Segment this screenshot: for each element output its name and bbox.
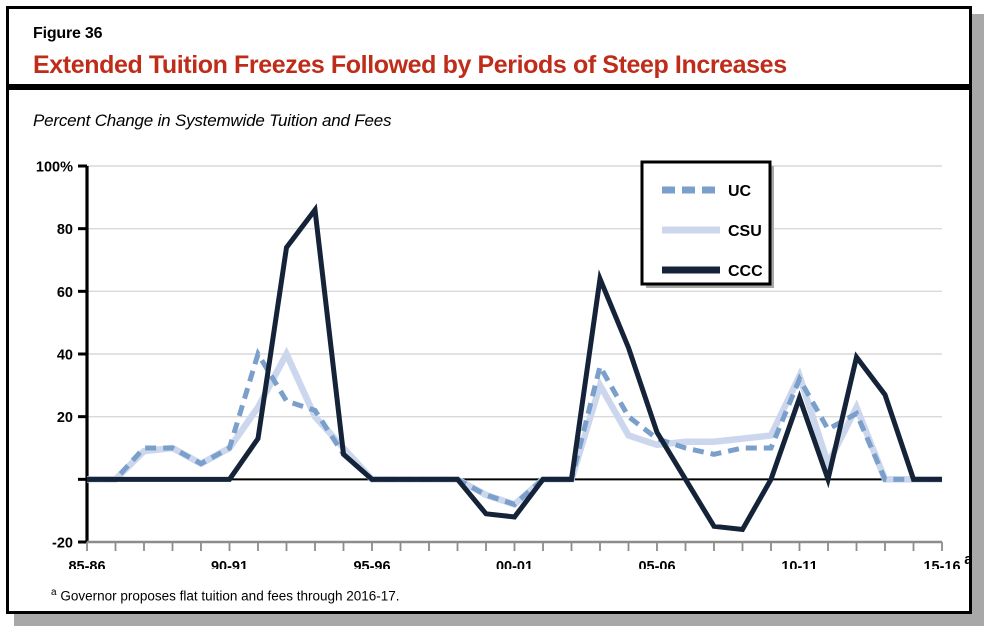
chart-series-layer [87,203,942,533]
figure-frame: Figure 36 Extended Tuition Freezes Follo… [6,6,972,614]
legend-label-csu: CSU [728,223,762,240]
series-line-ccc [87,203,942,533]
x-axis-tick-label: 10-11 [781,559,817,569]
y-axis-tick-label: 20 [57,410,73,426]
chart-gridlines [87,165,942,418]
series-line-csu [87,346,942,509]
legend-label-uc: UC [728,183,752,200]
footnote-marker: a [51,587,57,598]
figure-title: Extended Tuition Freezes Followed by Per… [33,51,787,79]
footnote-text: Governor proposes flat tuition and fees … [60,588,400,604]
figure-subtitle: Percent Change in Systemwide Tuition and… [33,111,392,130]
y-axis-tick-label: 40 [57,348,73,364]
line-chart: -20 20 40 60 80 100% 85-86 90-91 95-96 00-01 05-0… [36,160,969,570]
legend-label-ccc: CCC [728,263,763,280]
x-axis-tick-label: 05-06 [638,559,675,569]
x-axis-tick-label: 85-86 [68,559,105,569]
chart-plot-area: -20 20 40 60 80 100% 85-86 90-91 95-96 00-01 05-0… [9,139,969,570]
x-axis-tick-superscript: a [964,552,969,568]
series-line-uc [87,347,942,508]
y-axis-tick-label: 60 [57,285,73,301]
x-axis-tick-label: 95-96 [353,559,390,569]
x-axis-tick-label: 00-01 [496,559,533,569]
chart-y-axis: -20 20 40 60 80 100% [36,160,89,552]
x-axis-tick-label: 90-91 [211,559,248,569]
y-axis-tick-label: 80 [57,222,73,238]
chart-x-axis: 85-86 90-91 95-96 00-01 05-06 10-11 15-16 a [68,540,969,569]
y-axis-tick-label: -20 [52,536,73,552]
x-axis-tick-label: 15-16 [923,559,960,569]
figure-footnote: a Governor proposes flat tuition and fee… [51,587,400,604]
figure-header: Figure 36 Extended Tuition Freezes Follo… [9,9,969,91]
chart-legend: UC CSU CCC [640,160,774,288]
y-axis-tick-label: 100% [36,160,73,176]
figure-number: Figure 36 [33,25,103,42]
